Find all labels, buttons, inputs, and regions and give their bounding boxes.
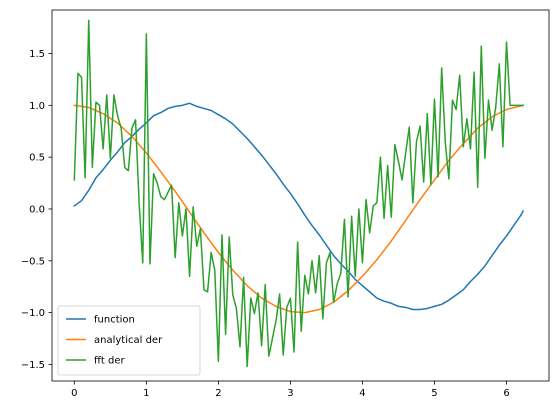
legend-label-fft-der: fft der	[94, 356, 125, 367]
axes-frame	[51, 9, 550, 382]
series-lines	[73, 19, 525, 368]
x-tick-label: 0	[71, 388, 77, 399]
x-tick-label: 3	[287, 388, 293, 399]
x-tick-label: 1	[143, 388, 149, 399]
y-tick-label: 0.5	[29, 153, 45, 164]
series-line-fft-der	[73, 19, 524, 368]
x-tick-label: 2	[215, 388, 221, 399]
y-tick-label: 1.5	[29, 49, 45, 60]
legend-box	[57, 305, 201, 376]
legend-label-function: function	[94, 315, 135, 326]
x-tick-label: 4	[359, 388, 365, 399]
y-tick-label: −1.0	[21, 308, 45, 319]
series-line-function	[73, 102, 525, 311]
plot-area: 0 1 2 3 4 5 6 −1.5 −1.0 −0.5 0.0 0.5 1.0 1.5 function a…	[21, 9, 550, 399]
x-tick-label: 5	[431, 388, 437, 399]
y-tick-label: 1.0	[29, 101, 45, 112]
y-tick-label: 0.0	[29, 204, 45, 215]
y-tick-label: −1.5	[21, 360, 45, 371]
legend-label-analytical-der: analytical der	[94, 335, 163, 346]
y-tick-label: −0.5	[21, 256, 45, 267]
x-tick-label: 6	[503, 388, 509, 399]
legend: function analytical der fft der	[57, 305, 201, 376]
